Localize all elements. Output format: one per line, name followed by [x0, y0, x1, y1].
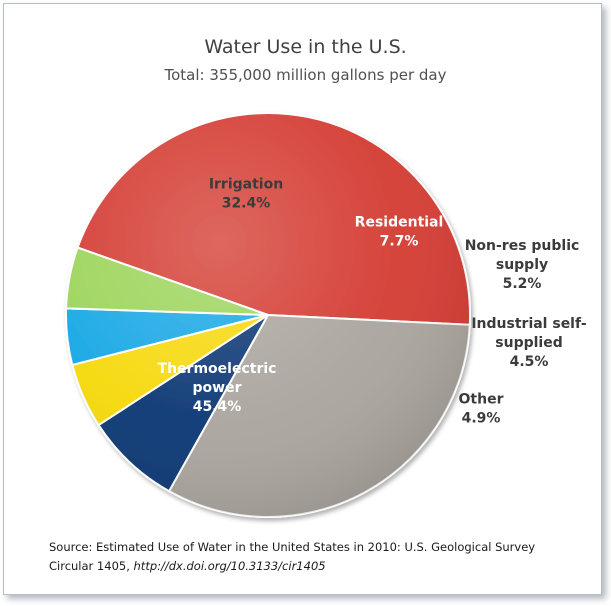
slice-label-other: Other 4.9% — [459, 392, 504, 427]
slice-label-residential: Residential 7.7% — [355, 215, 444, 250]
pie-labels: Thermoelectric power 45.4% Irrigation 32.4% R… — [158, 177, 587, 427]
slice-label-industrial-self-supplied: Industrial self-supplied 4.5% — [471, 316, 586, 370]
slice-label-irrigation: Irrigation 32.4% — [209, 177, 283, 212]
slice-label-thermoelectric-power: Thermoelectric power 45.4% — [158, 361, 277, 415]
pie-slices — [65, 112, 471, 518]
pie-shine-overlay — [66, 113, 470, 517]
chart-title: Water Use in the U.S. — [204, 36, 407, 58]
source-link[interactable]: http://dx.doi.org/10.3133/cir1405 — [133, 559, 326, 573]
source-note: Source: Estimated Use of Water in the Un… — [49, 538, 579, 576]
chart-subtitle: Total: 355,000 million gallons per day — [164, 66, 447, 84]
source-text: Source: Estimated Use of Water in the Un… — [49, 540, 536, 573]
slice-label-non-res-public-supply: Non-res public supply 5.2% — [465, 238, 580, 292]
